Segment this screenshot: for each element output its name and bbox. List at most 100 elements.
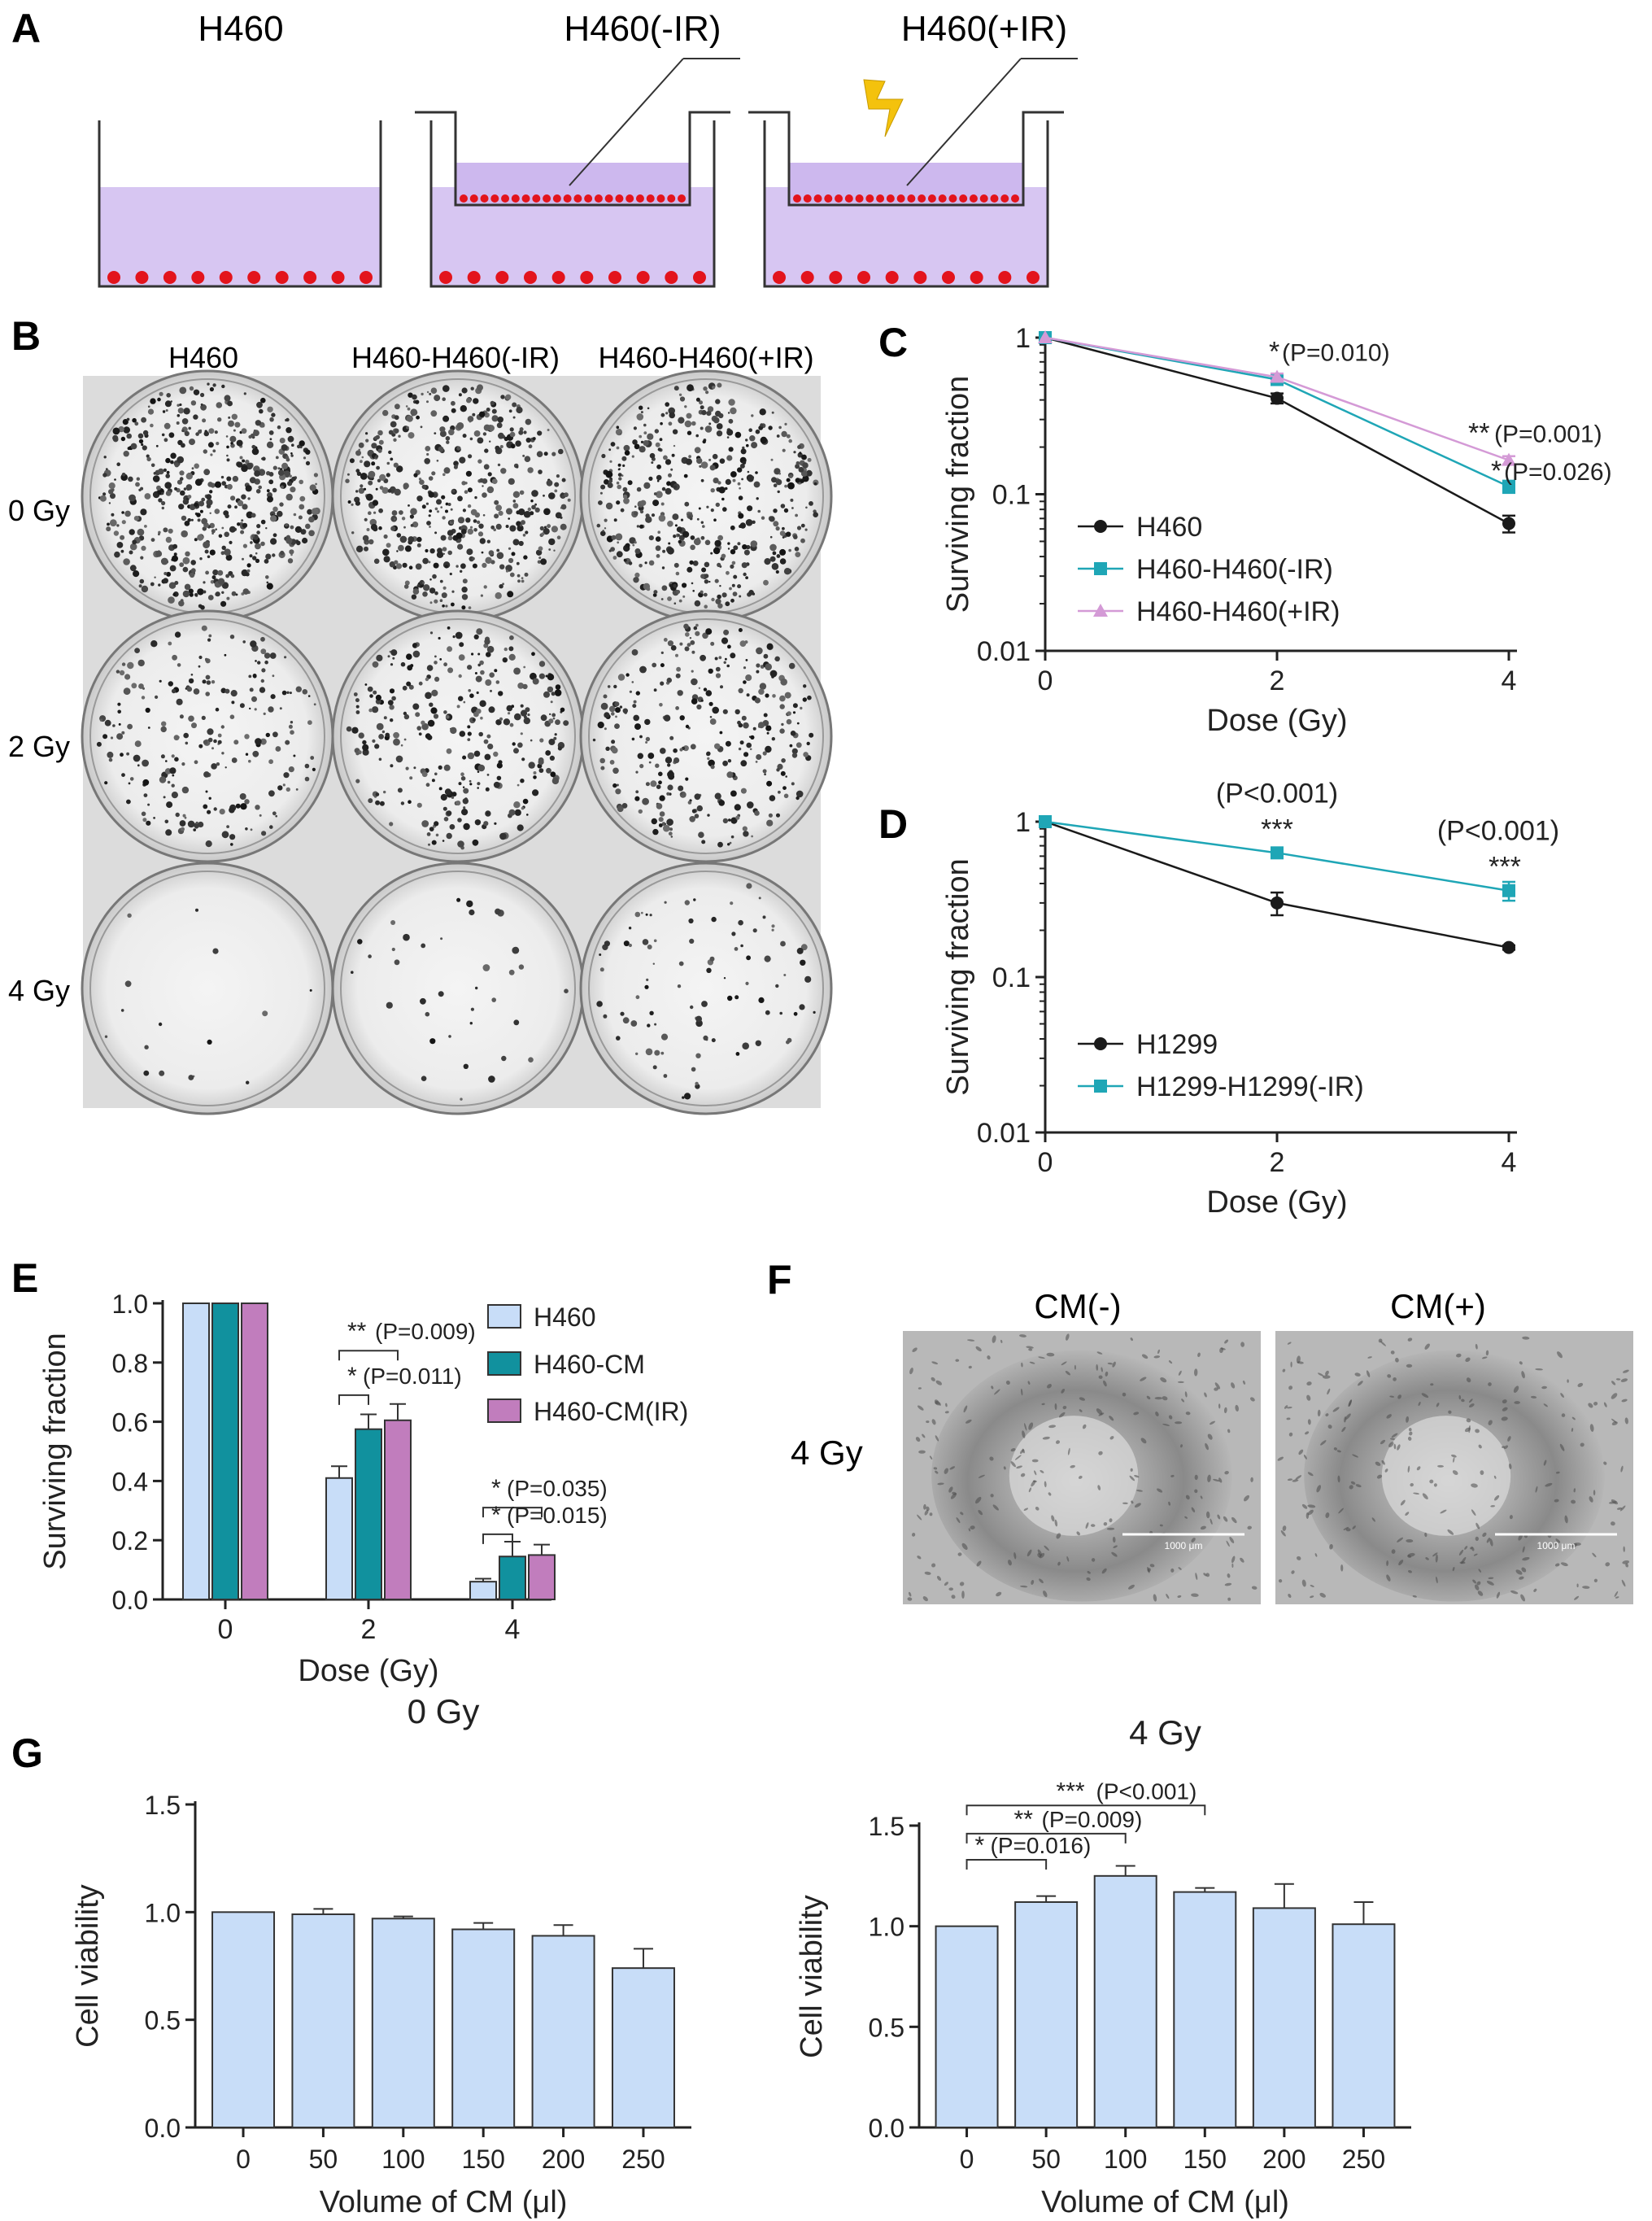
colony-dot bbox=[445, 436, 451, 441]
cell-speck bbox=[1205, 1511, 1210, 1519]
significance-stars: * bbox=[1491, 456, 1502, 487]
colony-dot bbox=[636, 525, 640, 528]
cell-speck bbox=[1603, 1461, 1607, 1465]
colony-dot bbox=[468, 689, 471, 692]
colony-dot bbox=[693, 538, 701, 546]
culture-well-icon bbox=[763, 120, 1049, 288]
cell-speck bbox=[1435, 1554, 1438, 1563]
colony-dot bbox=[520, 779, 525, 783]
colony-dot bbox=[688, 455, 691, 458]
colony-dot bbox=[427, 719, 435, 727]
colony-dot bbox=[718, 487, 726, 494]
colony-dot bbox=[791, 782, 795, 786]
colony-dot bbox=[747, 801, 754, 809]
colony-dot bbox=[523, 511, 530, 518]
cell-speck bbox=[934, 1399, 940, 1406]
colony-dot bbox=[255, 660, 257, 662]
cell-speck bbox=[987, 1355, 991, 1360]
colony-dot bbox=[712, 386, 716, 390]
colony-dot bbox=[308, 516, 315, 523]
bar bbox=[1332, 1923, 1396, 2129]
colony-dot bbox=[203, 581, 206, 584]
cell-speck bbox=[1220, 1347, 1226, 1350]
colony-dot bbox=[479, 478, 484, 483]
cell-speck bbox=[1250, 1397, 1255, 1402]
colony-dot bbox=[673, 748, 678, 753]
colony-dot bbox=[520, 704, 524, 708]
colony-dot bbox=[121, 662, 126, 666]
colony-dot bbox=[517, 525, 524, 532]
cell-speck bbox=[933, 1467, 938, 1470]
colony-dot bbox=[201, 517, 208, 525]
x-tick-label: 100 bbox=[1104, 2145, 1147, 2174]
cell-speck bbox=[1287, 1342, 1292, 1345]
colony-dot bbox=[740, 788, 747, 794]
colony-dot bbox=[299, 495, 306, 502]
colony-dot bbox=[375, 487, 378, 491]
cell-speck bbox=[1486, 1581, 1494, 1586]
colony-dot bbox=[387, 700, 394, 705]
colony-dot bbox=[691, 1067, 696, 1072]
colony-dot bbox=[655, 442, 660, 447]
colony-dot bbox=[398, 544, 404, 552]
colony-dot bbox=[493, 751, 499, 757]
culture-dish-rim bbox=[340, 871, 576, 1106]
cell-dot bbox=[1027, 271, 1040, 284]
colony-dot bbox=[472, 412, 476, 417]
colony-dot bbox=[189, 439, 195, 446]
colony-dot bbox=[429, 827, 434, 831]
colony-dot bbox=[676, 526, 682, 533]
colony-dot bbox=[484, 753, 491, 761]
colony-dot bbox=[224, 653, 227, 657]
colony-dot bbox=[171, 754, 175, 758]
cell-speck bbox=[1159, 1524, 1163, 1527]
colony-dot bbox=[376, 465, 380, 470]
colony-dot bbox=[160, 491, 164, 495]
colony-dot bbox=[221, 481, 227, 486]
colony-dot bbox=[425, 783, 430, 788]
legend-label: H1299-H1299(-IR) bbox=[1136, 1071, 1364, 1102]
colony-dot bbox=[171, 792, 178, 799]
cell-speck bbox=[1543, 1460, 1547, 1466]
colony-dot bbox=[613, 684, 617, 689]
culture-dish bbox=[579, 862, 833, 1115]
colony-dot bbox=[665, 459, 672, 465]
cell-speck bbox=[1559, 1443, 1565, 1451]
cell-speck bbox=[1482, 1532, 1487, 1538]
significance-stars: * bbox=[347, 1363, 357, 1390]
colony-dot bbox=[663, 455, 668, 460]
colony-dot bbox=[764, 773, 766, 776]
colony-dot bbox=[386, 461, 390, 465]
colony-dot bbox=[793, 1011, 798, 1016]
colony-dot bbox=[163, 578, 169, 584]
insert-cell-dot bbox=[979, 194, 988, 203]
cell-speck bbox=[924, 1509, 929, 1516]
colony-dot bbox=[163, 438, 168, 443]
colony-dot bbox=[658, 514, 666, 522]
colony-dot bbox=[781, 430, 787, 438]
colony-dot bbox=[723, 977, 726, 980]
cell-speck bbox=[1106, 1527, 1115, 1530]
colony-dot bbox=[639, 446, 646, 453]
colony-dot bbox=[281, 462, 289, 469]
colony-dot bbox=[807, 695, 812, 700]
colony-dot bbox=[738, 628, 743, 632]
colony-dot bbox=[773, 483, 778, 487]
colony-dot bbox=[622, 464, 625, 468]
colony-dot bbox=[242, 588, 250, 595]
colony-dot bbox=[468, 454, 473, 459]
colony-dot bbox=[455, 801, 461, 806]
colony-dot bbox=[698, 687, 701, 689]
colony-dot bbox=[398, 434, 401, 438]
colony-dot bbox=[521, 577, 524, 579]
insert-cell-dot bbox=[969, 194, 978, 203]
colony-dot bbox=[781, 722, 784, 727]
colony-dot bbox=[763, 713, 768, 718]
colony-dot bbox=[430, 707, 438, 714]
cell-speck bbox=[1134, 1503, 1141, 1508]
colony-dot bbox=[99, 718, 103, 722]
colony-dot bbox=[147, 408, 155, 415]
colony-dot bbox=[543, 494, 545, 497]
colony-dot bbox=[547, 674, 555, 681]
colony-dot bbox=[754, 810, 760, 816]
